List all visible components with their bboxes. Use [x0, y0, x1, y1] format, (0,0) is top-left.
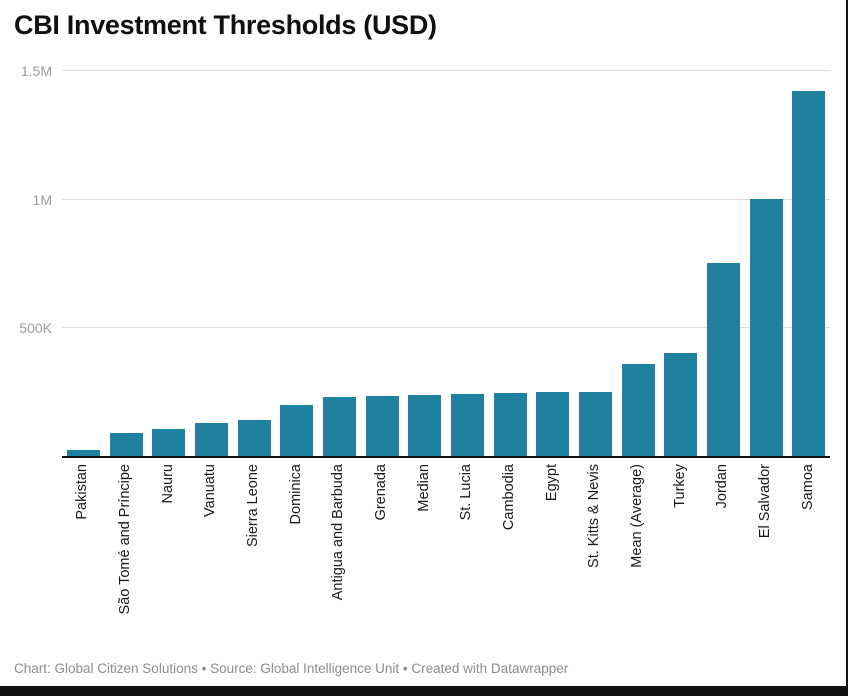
- x-tick-label-el-salvador: El Salvador: [757, 464, 774, 539]
- x-tick-label-sierra-leone: Sierra Leone: [245, 464, 262, 548]
- x-tick-label-pakistan: Pakistan: [74, 464, 91, 520]
- bar-slot: [617, 364, 660, 456]
- bar-cambodia: [493, 393, 527, 456]
- x-tick-label-jordan: Jordan: [714, 464, 731, 509]
- x-label-slot: Turkey: [659, 464, 702, 646]
- x-tick-label-st-lucia: St. Lucia: [458, 464, 475, 521]
- x-tick-label-samoa: Samoa: [799, 464, 816, 510]
- x-label-slot: St. Kitts & Nevis: [574, 464, 617, 646]
- bar-slot: [531, 392, 574, 456]
- x-tick-label-grenada: Grenada: [373, 464, 390, 521]
- gridline-1.5m: [62, 70, 830, 71]
- bar-series: [62, 70, 830, 456]
- gridline-500k: [62, 327, 830, 329]
- bar-jordan: [706, 263, 740, 456]
- x-tick-label-cambodia: Cambodia: [501, 464, 518, 531]
- bar-st-lucia: [450, 394, 484, 456]
- bar-slot: [361, 396, 404, 456]
- x-tick-label-antigua-and-barbuda: Antigua and Barbuda: [330, 464, 347, 601]
- bar-mean-average-: [621, 364, 655, 456]
- window-right-edge: [846, 0, 848, 696]
- x-label-slot: Sierra Leone: [233, 464, 276, 646]
- x-tick-label-mean-average-: Mean (Average): [629, 464, 646, 568]
- bar-slot: [275, 405, 318, 456]
- bar-slot: [403, 395, 446, 456]
- x-tick-label-egypt: Egypt: [543, 464, 560, 502]
- bar-slot: [702, 263, 745, 456]
- bar-dominica: [280, 405, 314, 456]
- y-tick-label-500k: 500K: [19, 320, 52, 337]
- x-label-slot: Antigua and Barbuda: [318, 464, 361, 646]
- x-tick-label-vanuatu: Vanuatu: [202, 464, 219, 517]
- gridline-1m: [62, 198, 830, 200]
- x-axis-labels: Pakistan São Tomé and Príncipe Nauru Vanuat…: [62, 464, 830, 646]
- y-tick-label-1.5m: 1.5M: [20, 63, 52, 79]
- x-label-slot: Samoa: [787, 464, 830, 646]
- bar-slot: [489, 393, 532, 456]
- x-tick-label-dominica: Dominica: [287, 464, 304, 525]
- x-tick-label-s-o-tom-and-pr-ncipe: São Tomé and Príncipe: [117, 464, 134, 615]
- bar-pakistan: [66, 450, 100, 456]
- bar-st-kitts-nevis: [578, 392, 612, 456]
- bar-slot: [787, 91, 830, 456]
- bar-slot: [574, 392, 617, 456]
- x-label-slot: Cambodia: [489, 464, 532, 646]
- x-label-slot: Median: [403, 464, 446, 646]
- bar-slot: [105, 433, 148, 456]
- bar-el-salvador: [749, 199, 783, 456]
- bar-vanuatu: [194, 423, 228, 456]
- bar-slot: [233, 420, 276, 456]
- bar-slot: [147, 429, 190, 456]
- chart-title: CBI Investment Thresholds (USD): [14, 10, 437, 40]
- plot-area: [62, 70, 830, 458]
- bar-median: [408, 395, 442, 456]
- bar-slot: [190, 423, 233, 456]
- x-label-slot: São Tomé and Príncipe: [105, 464, 148, 646]
- x-label-slot: Pakistan: [62, 464, 105, 646]
- x-label-slot: Egypt: [531, 464, 574, 646]
- y-tick-label-1m: 1M: [32, 191, 52, 208]
- bar-slot: [745, 199, 788, 456]
- bar-slot: [318, 397, 361, 456]
- x-label-slot: Jordan: [702, 464, 745, 646]
- x-label-slot: Grenada: [361, 464, 404, 646]
- x-tick-label-nauru: Nauru: [159, 464, 176, 504]
- x-label-slot: Nauru: [147, 464, 190, 646]
- x-label-slot: Mean (Average): [617, 464, 660, 646]
- bar-samoa: [792, 91, 826, 456]
- x-label-slot: Dominica: [275, 464, 318, 646]
- attribution-footer: Chart: Global Citizen Solutions • Source…: [14, 661, 569, 676]
- bar-s-o-tom-and-pr-ncipe: [109, 433, 143, 456]
- bar-slot: [659, 353, 702, 456]
- bar-turkey: [664, 353, 698, 456]
- bar-sierra-leone: [237, 420, 271, 456]
- bar-egypt: [536, 392, 570, 456]
- x-label-slot: El Salvador: [745, 464, 788, 646]
- bar-grenada: [365, 396, 399, 456]
- x-tick-label-turkey: Turkey: [671, 464, 688, 508]
- x-tick-label-median: Median: [415, 464, 432, 512]
- bar-slot: [446, 394, 489, 456]
- bar-antigua-and-barbuda: [322, 397, 356, 456]
- window-bottom-edge: [0, 686, 848, 696]
- bar-nauru: [152, 429, 186, 456]
- bar-slot: [62, 450, 105, 456]
- x-tick-label-st-kitts-nevis: St. Kitts & Nevis: [586, 464, 603, 568]
- x-label-slot: St. Lucia: [446, 464, 489, 646]
- x-label-slot: Vanuatu: [190, 464, 233, 646]
